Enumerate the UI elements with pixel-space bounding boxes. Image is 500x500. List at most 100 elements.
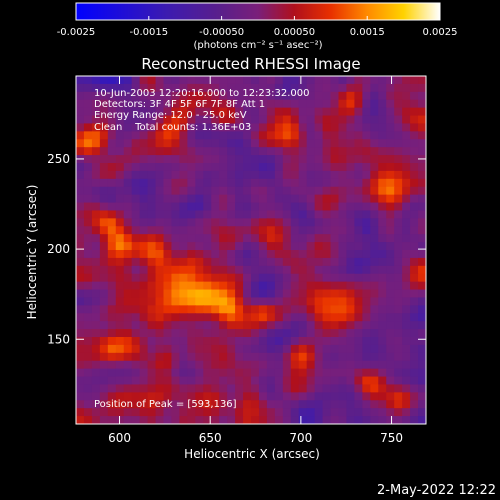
heatmap-cell: [107, 337, 117, 346]
heatmap-cell: [338, 265, 348, 275]
heatmap-cell: [155, 226, 165, 235]
heatmap-cell: [219, 186, 228, 196]
heatmap-cell: [362, 194, 371, 204]
heatmap-cell: [251, 368, 260, 378]
heatmap-cell: [155, 400, 165, 409]
heatmap-cell: [266, 360, 276, 370]
heatmap-cell: [131, 91, 141, 101]
heatmap-cell: [219, 147, 228, 156]
heatmap-cell: [203, 273, 212, 283]
heatmap-cell: [99, 99, 109, 109]
heatmap-cell: [219, 91, 228, 101]
heatmap-cell: [195, 202, 204, 212]
heatmap-cell: [163, 384, 173, 393]
heatmap-cell: [330, 218, 340, 227]
heatmap-cell: [274, 344, 284, 354]
heatmap-cell: [123, 99, 133, 109]
heatmap-cell: [131, 273, 141, 283]
heatmap-cell: [139, 416, 149, 424]
heatmap-cell: [362, 115, 371, 125]
heatmap-cell: [354, 194, 363, 204]
heatmap-cell: [99, 352, 109, 362]
heatmap-cell: [370, 368, 379, 378]
heatmap-cell: [123, 281, 133, 291]
heatmap-cell: [147, 210, 157, 219]
heatmap-cell: [227, 226, 236, 235]
heatmap-cell: [211, 392, 220, 401]
heatmap-cell: [99, 305, 109, 314]
heatmap-cell: [346, 131, 355, 140]
heatmap-cell: [274, 281, 284, 291]
heatmap-cell: [187, 210, 196, 219]
heatmap-cell: [131, 250, 141, 259]
heatmap-cell: [179, 194, 188, 204]
heatmap-cell: [306, 210, 316, 219]
heatmap-cell: [362, 234, 371, 243]
heatmap-cell: [370, 392, 379, 401]
heatmap-cell: [139, 163, 149, 172]
heatmap-cell: [346, 337, 355, 346]
heatmap-cell: [298, 265, 308, 275]
heatmap-cell: [346, 178, 355, 188]
heatmap-cell: [235, 273, 244, 283]
heatmap-cell: [338, 147, 348, 156]
heatmap-cell: [386, 289, 395, 299]
heatmap-cell: [418, 344, 426, 354]
heatmap-cell: [298, 76, 308, 85]
heatmap-cell: [370, 202, 379, 212]
heatmap-cell: [410, 305, 419, 314]
heatmap-cell: [251, 313, 260, 322]
heatmap-cell: [330, 147, 340, 156]
heatmap-cell: [83, 178, 93, 188]
heatmap-cell: [402, 91, 411, 101]
heatmap-cell: [258, 376, 268, 386]
heatmap-cell: [243, 210, 252, 219]
heatmap-cell: [76, 305, 85, 314]
heatmap-cell: [171, 115, 180, 125]
heatmap-cell: [187, 147, 196, 156]
heatmap-cell: [139, 321, 149, 330]
heatmap-cell: [290, 313, 300, 322]
heatmap-cell: [338, 297, 348, 306]
heatmap-cell: [282, 242, 292, 251]
heatmap-cell: [354, 305, 363, 314]
heatmap-cell: [418, 186, 426, 196]
heatmap-cell: [211, 400, 220, 409]
heatmap-cell: [394, 400, 403, 409]
heatmap-cell: [362, 257, 371, 267]
heatmap-cell: [147, 368, 157, 378]
heatmap-cell: [115, 76, 125, 85]
heatmap-cell: [370, 115, 379, 125]
heatmap-cell: [219, 265, 228, 275]
heatmap-cell: [354, 186, 363, 196]
heatmap-cell: [290, 210, 300, 219]
heatmap-cell: [346, 257, 355, 267]
heatmap-cell: [274, 384, 284, 393]
heatmap-cell: [99, 178, 109, 188]
heatmap-cell: [227, 123, 236, 132]
heatmap-cell: [99, 131, 109, 140]
heatmap-cell: [179, 163, 188, 172]
heatmap-cell: [131, 202, 141, 212]
heatmap-cell: [131, 352, 141, 362]
x-tick-label: 700: [289, 431, 312, 445]
heatmap-cell: [410, 273, 419, 283]
heatmap-cell: [322, 360, 332, 370]
heatmap-cell: [394, 273, 403, 283]
heatmap-cell: [243, 305, 252, 314]
heatmap-cell: [274, 218, 284, 227]
heatmap-cell: [298, 147, 308, 156]
heatmap-cell: [179, 147, 188, 156]
heatmap-cell: [346, 344, 355, 354]
heatmap-cell: [243, 281, 252, 291]
heatmap-cell: [147, 163, 157, 172]
heatmap-cell: [322, 416, 332, 424]
heatmap-cell: [83, 242, 93, 251]
heatmap-cell: [298, 242, 308, 251]
heatmap-cell: [91, 265, 101, 275]
heatmap-cell: [211, 91, 220, 101]
heatmap-cell: [107, 384, 117, 393]
heatmap-cell: [322, 139, 332, 148]
heatmap-cell: [83, 194, 93, 204]
heatmap-cell: [362, 250, 371, 259]
